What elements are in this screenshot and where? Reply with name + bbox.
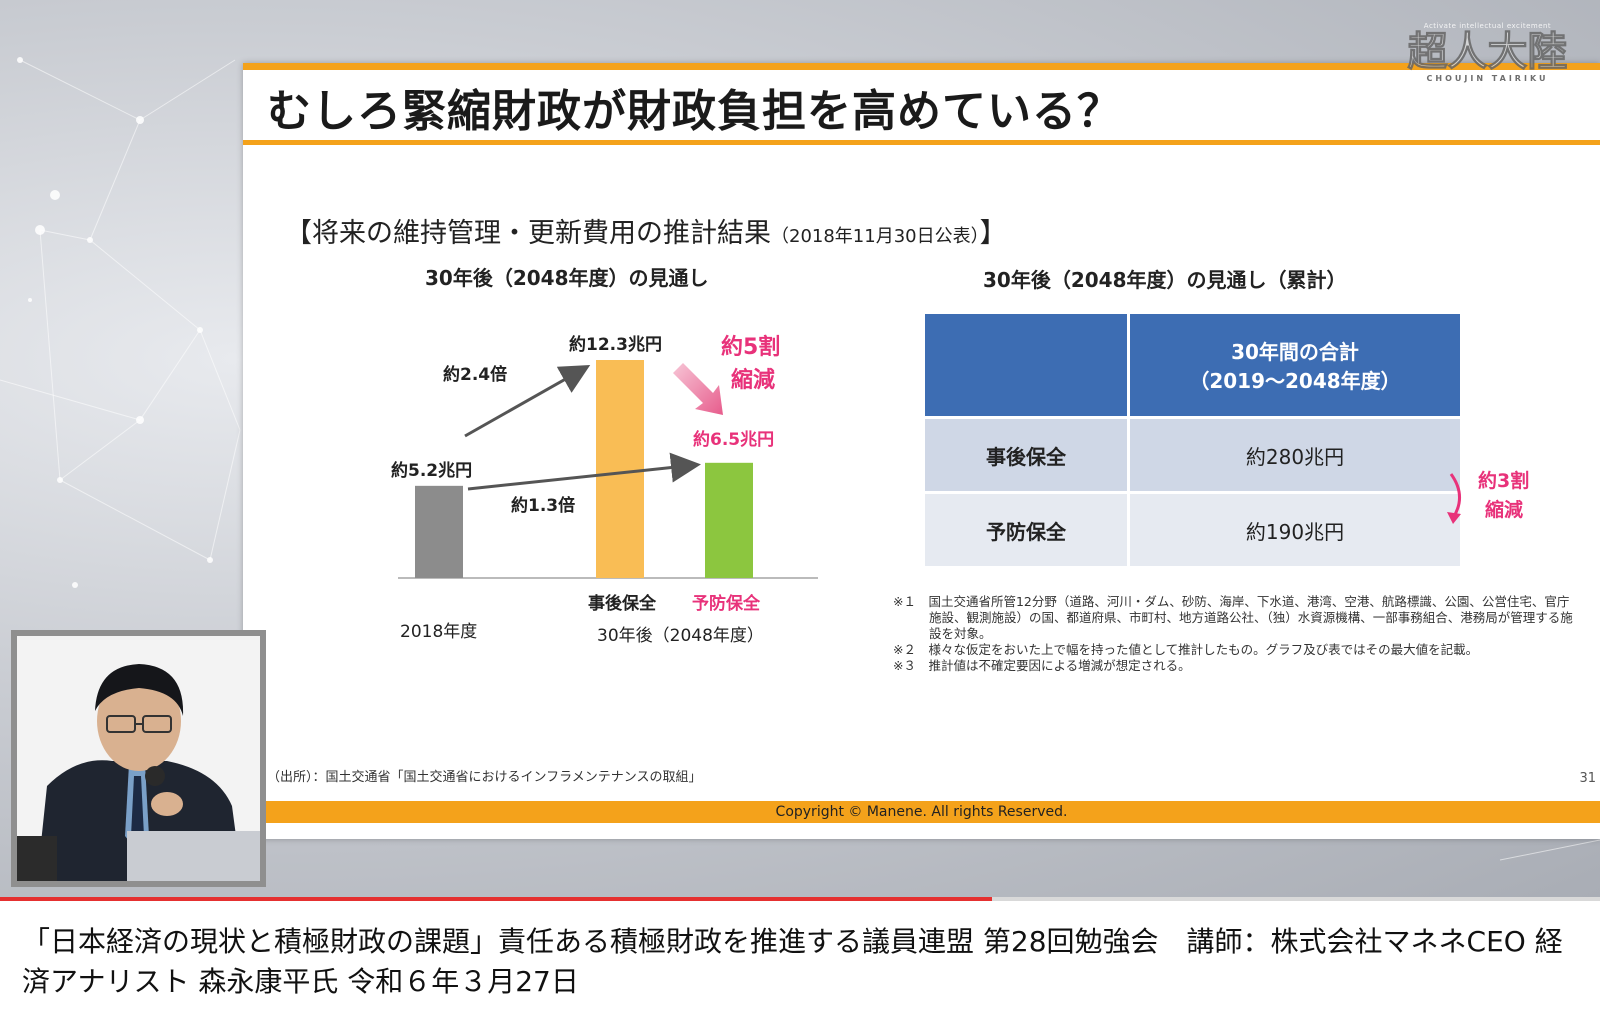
chart-subtitle: 30年後（2048年度）の見通し — [425, 266, 709, 290]
table-row-label-preventive: 予防保全 — [922, 491, 1130, 569]
growth-arrow-low — [467, 452, 701, 491]
speaker-image — [17, 636, 260, 881]
ratio-label-high: 約2.4倍 — [443, 365, 508, 385]
table-reduction-line2: 縮減 — [1485, 499, 1524, 521]
bar-2018 — [415, 485, 463, 578]
video-progress-bar[interactable] — [0, 897, 1600, 901]
slide-title-underline — [243, 140, 1600, 145]
bar-chart — [398, 360, 818, 579]
video-progress-fill — [0, 897, 992, 901]
reduction-arrow-icon — [673, 363, 723, 415]
slide-heading: 【将来の維持管理・更新費用の推計結果（2018年11月30日公表）】 — [285, 211, 1007, 250]
bar-preventive-maintenance — [705, 462, 753, 578]
footnote-2: ※２ 様々な仮定をおいた上で幅を持った値として推計したもの。グラフ及び表ではその… — [893, 642, 1479, 657]
category-label-preventive: 予防保全 — [692, 594, 760, 614]
slide-top-bar — [243, 63, 1600, 70]
presentation-slide: むしろ緊縮財政が財政負担を高めている？ 【将来の維持管理・更新費用の推計結果（2… — [243, 63, 1600, 839]
bar-value-label-reactive: 約12.3兆円 — [569, 335, 662, 355]
slide-source: （出所）：国土交通省「国土交通省におけるインフラメンテナンスの取組」 — [267, 770, 702, 785]
x-group-label: 30年後（2048年度） — [597, 626, 764, 646]
slide-footnotes: ※１ 国土交通省所管12分野（道路、河川・ダム、砂防、海岸、下水道、港湾、空港、… — [893, 594, 1573, 674]
reduction-label-line1: 約5割 — [721, 335, 781, 360]
table-subtitle: 30年後（2048年度）の見通し（累計） — [983, 268, 1347, 292]
ratio-label-low: 約1.3倍 — [511, 496, 576, 516]
category-label-2018: 2018年度 — [400, 622, 478, 642]
table-row-value-reactive: 約280兆円 — [1127, 416, 1463, 494]
bar-value-label-preventive: 約6.5兆円 — [693, 430, 775, 450]
table-header-blank — [922, 311, 1130, 419]
slide-page-number: 31 — [1579, 771, 1596, 786]
heading-close: 】 — [979, 218, 1007, 249]
table-header-line1: 30年間の合計 — [1231, 340, 1359, 364]
table-row-label-reactive: 事後保全 — [922, 416, 1130, 494]
growth-arrow-high — [464, 365, 591, 438]
logo-name: 超人大陸 — [1407, 29, 1568, 75]
speaker-camera-inset — [11, 630, 266, 887]
background-network-graphic — [0, 0, 1600, 897]
cumulative-cost-table: 30年間の合計 （2019～2048年度） 事後保全 約280兆円 予防保全 約… — [922, 311, 1463, 569]
logo-tagline: Activate intellectual excitement — [1423, 22, 1552, 30]
curved-reduction-arrow-icon — [1447, 473, 1461, 524]
channel-logo: Activate intellectual excitement 超人大陸 CH… — [1405, 22, 1570, 83]
video-title: 「日本経済の現状と積極財政の課題」責任ある積極財政を推進する議員連盟 第28回勉… — [22, 925, 1563, 998]
table-row-value-preventive: 約190兆円 — [1127, 491, 1463, 569]
footnote-1: ※１ 国土交通省所管12分野（道路、河川・ダム、砂防、海岸、下水道、港湾、空港、… — [893, 594, 1573, 641]
bar-value-label-2018: 約5.2兆円 — [391, 461, 473, 481]
footnote-3: ※３ 推計値は不確定要因による増減が想定される。 — [893, 658, 1191, 673]
video-player[interactable]: むしろ緊縮財政が財政負担を高めている？ 【将来の維持管理・更新費用の推計結果（2… — [0, 0, 1600, 897]
table-header-total: 30年間の合計 （2019～2048年度） — [1127, 311, 1463, 419]
heading-date-note: （2018年11月30日公表） — [771, 226, 980, 247]
heading-main: 【将来の維持管理・更新費用の推計結果 — [285, 218, 771, 249]
category-label-reactive: 事後保全 — [588, 594, 656, 614]
table-header-line2: （2019～2048年度） — [1189, 369, 1401, 393]
reduction-label-line2: 縮減 — [731, 368, 776, 393]
bar-reactive-maintenance — [596, 360, 644, 578]
logo-romaji: CHOUJIN TAIRIKU — [1426, 74, 1549, 83]
slide-title: むしろ緊縮財政が財政負担を高めている？ — [267, 86, 1122, 137]
slide-copyright: Copyright © Manene. All rights Reserved. — [243, 801, 1600, 823]
table-reduction-line1: 約3割 — [1478, 470, 1530, 492]
